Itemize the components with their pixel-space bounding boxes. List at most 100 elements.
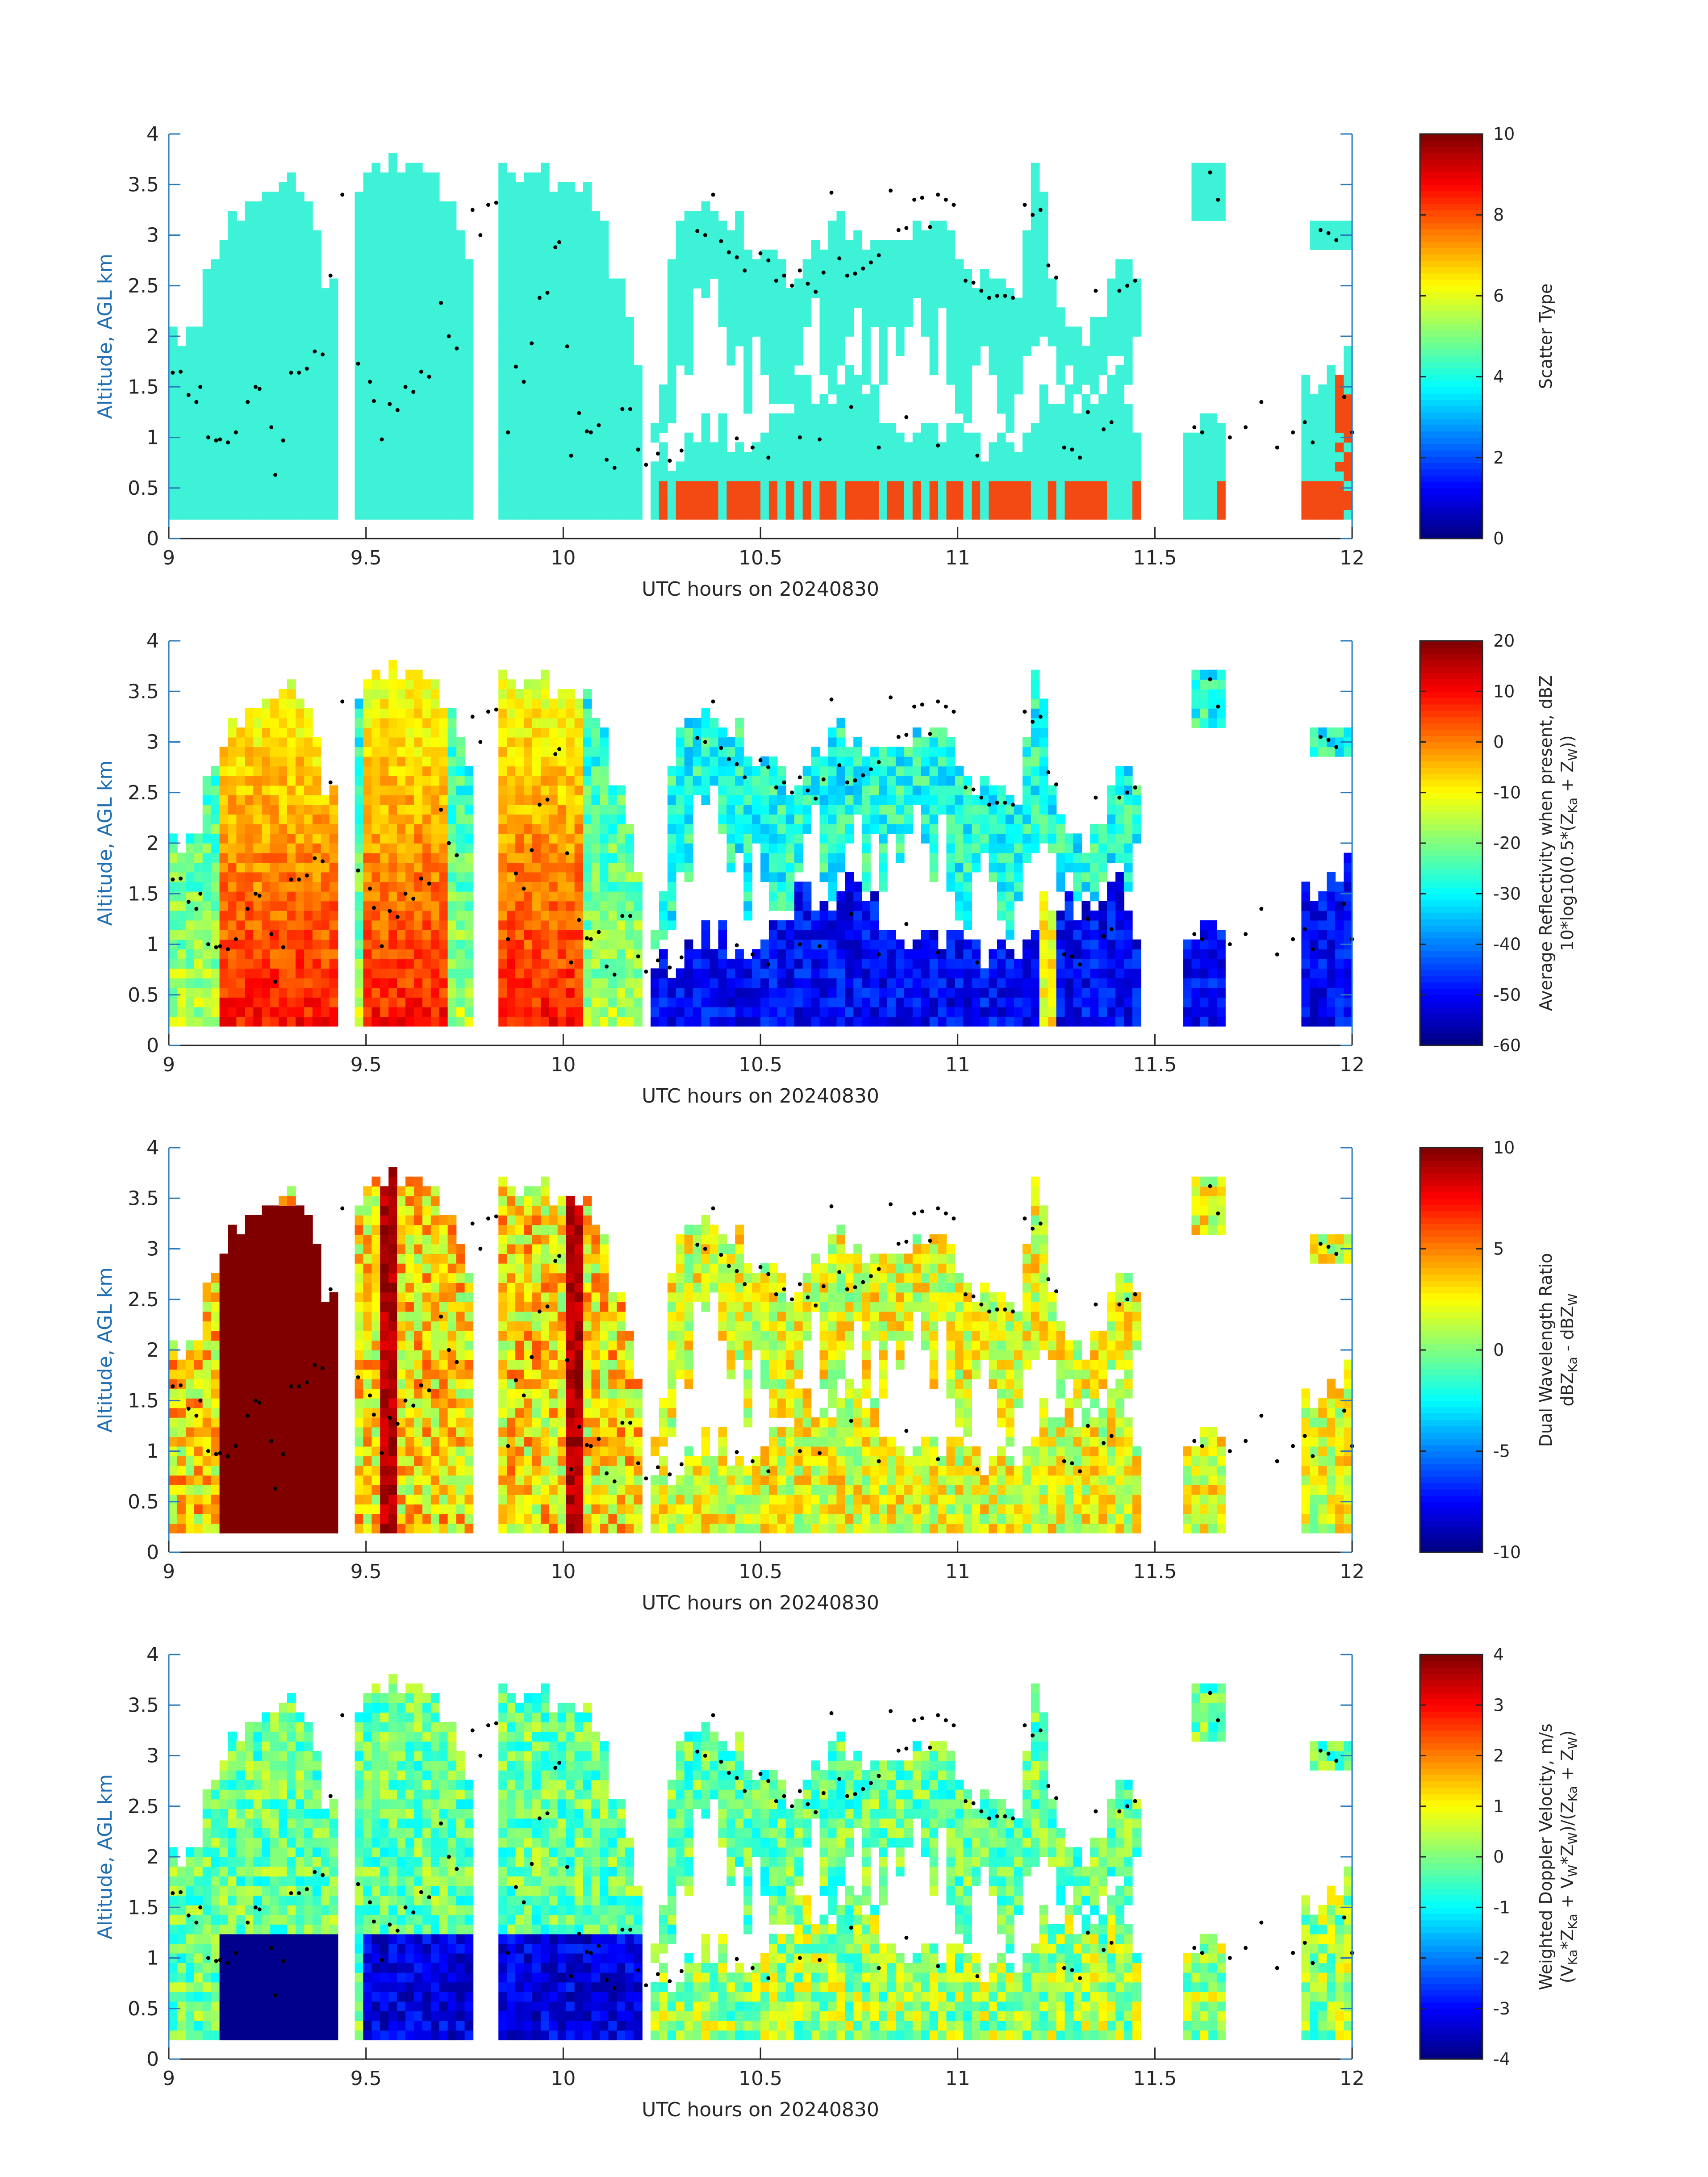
heatmap-cell	[1005, 297, 1015, 308]
colorbar-segment	[1420, 311, 1482, 318]
heatmap-cell	[430, 326, 440, 337]
heatmap-cell	[211, 776, 220, 786]
heatmap-cell	[329, 481, 338, 491]
heatmap-cell	[464, 882, 474, 892]
heatmap-cell	[540, 968, 550, 978]
heatmap-cell	[574, 384, 584, 395]
heatmap-cell	[185, 346, 195, 356]
heatmap-cell	[921, 432, 930, 443]
heatmap-cell	[760, 481, 769, 491]
heatmap-cell	[566, 192, 575, 202]
heatmap-cell	[228, 500, 237, 510]
heatmap-cell	[887, 432, 896, 443]
heatmap-cell	[1039, 317, 1048, 327]
heatmap-cell	[413, 727, 423, 738]
heatmap-cell	[355, 939, 364, 950]
heatmap-cell	[236, 510, 246, 520]
heatmap-cell	[566, 891, 575, 902]
heatmap-cell	[617, 804, 626, 815]
heatmap-cell	[684, 795, 693, 805]
heatmap-cell	[870, 288, 879, 298]
heatmap-cell	[464, 500, 474, 510]
heatmap-cell	[1031, 230, 1040, 241]
heatmap-cell	[819, 423, 829, 433]
heatmap-cell	[1090, 326, 1099, 337]
heatmap-cell	[295, 461, 305, 472]
heatmap-cell	[228, 930, 237, 940]
heatmap-cell	[397, 269, 406, 279]
heatmap-cell	[270, 201, 279, 212]
heatmap-cell	[718, 442, 727, 452]
heatmap-cell	[540, 987, 550, 998]
heatmap-cell	[388, 968, 397, 978]
heatmap-cell	[202, 269, 212, 279]
heatmap-cell	[583, 404, 592, 414]
heatmap-cell	[1031, 432, 1040, 443]
heatmap-cell	[169, 949, 178, 959]
heatmap-cell	[422, 852, 431, 863]
heatmap-cell	[177, 901, 186, 911]
heatmap-cell	[549, 958, 558, 969]
heatmap-cell	[447, 891, 457, 902]
heatmap-cell	[625, 384, 634, 395]
heatmap-cell	[279, 766, 288, 776]
colorbar-segment	[1420, 355, 1482, 362]
heatmap-cell	[228, 423, 237, 433]
heatmap-cell	[591, 804, 601, 815]
heatmap-cell	[304, 737, 313, 748]
heatmap-cell	[997, 297, 1006, 308]
heatmap-cell	[600, 510, 609, 520]
heatmap-cell	[625, 968, 634, 978]
heatmap-cell	[574, 747, 584, 757]
heatmap-cell	[202, 1016, 212, 1027]
heatmap-cell	[236, 481, 246, 491]
heatmap-cell	[405, 375, 414, 385]
heatmap-cell	[279, 510, 288, 520]
heatmap-cell	[245, 843, 254, 853]
heatmap-cell	[498, 939, 507, 950]
heatmap-cell	[413, 939, 423, 950]
heatmap-cell	[219, 259, 229, 269]
heatmap-cell	[870, 413, 879, 423]
heatmap-cell	[819, 307, 829, 318]
heatmap-cell	[667, 259, 677, 269]
heatmap-cell	[600, 814, 609, 824]
heatmap-cell	[439, 307, 448, 318]
heatmap-cell	[853, 259, 862, 269]
heatmap-cell	[591, 269, 601, 279]
heatmap-cell	[430, 756, 440, 767]
heatmap-cell	[169, 1007, 178, 1017]
heatmap-cell	[228, 384, 237, 395]
heatmap-cell	[701, 269, 710, 279]
heatmap-cell	[1048, 336, 1057, 347]
heatmap-cell	[219, 1016, 229, 1027]
heatmap-cell	[422, 297, 431, 308]
heatmap-cell	[464, 785, 474, 795]
heatmap-cell	[659, 949, 668, 959]
heatmap-cell	[355, 451, 364, 462]
heatmap-cell	[287, 911, 296, 921]
heatmap-cell	[372, 432, 380, 443]
heatmap-cell	[430, 297, 440, 308]
heatmap-cell	[422, 872, 431, 882]
heatmap-cell	[693, 500, 702, 510]
heatmap-cell	[430, 500, 440, 510]
heatmap-cell	[211, 814, 220, 824]
heatmap-cell	[845, 278, 854, 288]
heatmap-cell	[515, 949, 524, 959]
heatmap-cell	[287, 211, 296, 221]
heatmap-cell	[887, 259, 896, 269]
heatmap-cell	[912, 442, 922, 452]
data-dot	[530, 341, 534, 346]
heatmap-cell	[1208, 423, 1217, 433]
heatmap-cell	[785, 442, 795, 452]
heatmap-cell	[532, 432, 541, 443]
heatmap-cell	[1039, 307, 1048, 318]
heatmap-cell	[397, 872, 406, 882]
heatmap-cell	[1335, 432, 1344, 443]
data-dot	[987, 296, 991, 300]
heatmap-cell	[659, 901, 668, 911]
heatmap-cell	[557, 317, 567, 327]
heatmap-cell	[253, 872, 262, 882]
heatmap-cell	[1191, 211, 1201, 221]
